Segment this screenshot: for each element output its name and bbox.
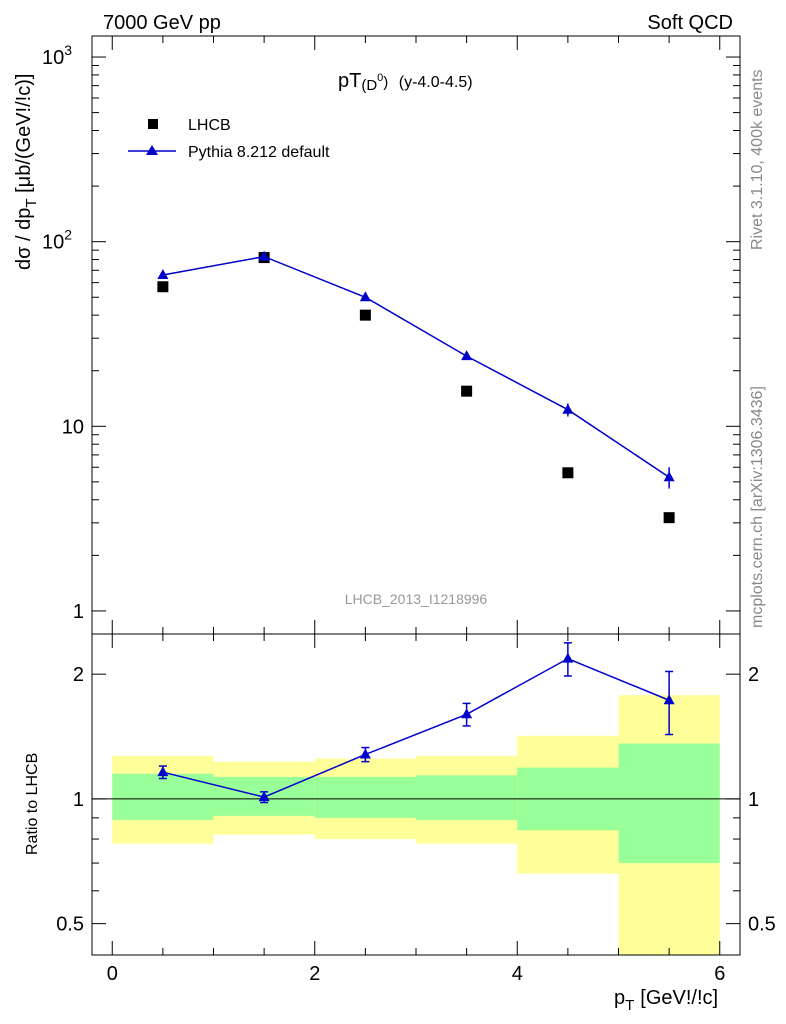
lhcb-point	[461, 385, 473, 397]
ratio-y-tick-label: 0.5	[56, 914, 84, 936]
lhcb-point	[663, 512, 675, 524]
ratio-band-green	[112, 773, 214, 820]
ratio-y-tick-label: 1	[73, 789, 84, 811]
ratio-y-tick-label-right: 0.5	[748, 914, 776, 936]
ratio-point	[359, 748, 371, 759]
ratio-y-label: Ratio to LHCB	[24, 753, 41, 855]
ratio-y-tick-label-right: 2	[748, 664, 759, 686]
y-tick-label: 103	[42, 42, 72, 69]
rivet-label: Rivet 3.1.10, 400k events	[749, 69, 766, 250]
pythia-point	[562, 403, 574, 414]
ratio-point	[461, 708, 473, 719]
ratio-band-green	[416, 775, 518, 820]
y-axis-label: dσ / dpT [μb/(GeV!/!c)]	[13, 74, 40, 270]
lhcb-point	[157, 281, 169, 293]
pythia-point	[359, 291, 371, 302]
ratio-point	[562, 652, 574, 663]
x-tick-label: 6	[714, 963, 725, 985]
y-tick-label: 1	[73, 601, 84, 623]
pythia-point	[461, 350, 473, 361]
y-tick-label: 102	[42, 227, 72, 254]
ratio-band-green	[314, 776, 416, 818]
legend-lhcb-label: LHCB	[188, 117, 231, 134]
ratio-panel: 0.5 0.5 1 1 2 2 0 2 4 6	[56, 633, 776, 985]
pythia-point	[258, 250, 270, 261]
ratio-y-tick-label-right: 1	[748, 789, 759, 811]
main-panel: 1 10 102 103	[42, 35, 741, 635]
chart-title: pT(D0) (y-4.0-4.5)	[338, 70, 473, 94]
y-tick-label: 10	[62, 416, 84, 438]
pythia-point	[663, 471, 675, 482]
source-label: mcplots.cern.ch [arXiv:1306.3436]	[749, 386, 766, 628]
lhcb-point	[562, 467, 574, 479]
legend-pythia-label: Pythia 8.212 default	[188, 144, 330, 161]
x-tick-label: 0	[107, 963, 118, 985]
legend-pythia-marker	[146, 145, 158, 155]
x-axis-label: pT [GeV!/!c]	[614, 987, 718, 1014]
x-tick-label: 2	[309, 963, 320, 985]
ratio-point	[663, 694, 675, 705]
ratio-band-green	[618, 743, 720, 864]
legend-lhcb-marker	[148, 119, 158, 129]
ratio-y-tick-label: 2	[73, 664, 84, 686]
ratio-point	[157, 766, 169, 777]
legend: LHCB Pythia 8.212 default	[128, 117, 330, 161]
x-tick-label: 4	[512, 963, 523, 985]
pythia-point	[157, 268, 169, 279]
pythia-line	[162, 255, 670, 478]
ratio-point	[258, 791, 270, 802]
ratio-line	[162, 657, 670, 798]
reference-label: LHCB_2013_I1218996	[345, 591, 488, 607]
header-left: 7000 GeV pp	[103, 12, 221, 34]
lhcb-point	[359, 309, 371, 321]
header-right: Soft QCD	[647, 12, 733, 34]
